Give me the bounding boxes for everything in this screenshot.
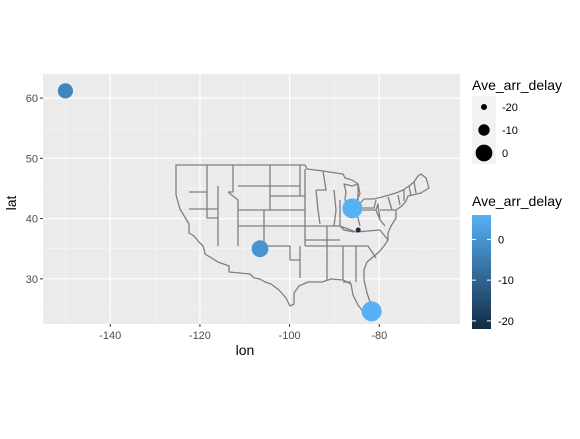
y-tick-label: 40 [26, 214, 38, 226]
y-tick-label: 60 [26, 93, 38, 105]
x-axis-ticks: -140 -120 -100 -80 [99, 324, 387, 342]
y-axis-ticks: 30 40 50 60 [26, 93, 43, 286]
size-legend-key [475, 144, 493, 162]
size-legend-key [480, 103, 488, 111]
y-axis-title: lat [3, 196, 19, 211]
y-tick-label: 50 [26, 153, 38, 165]
color-legend-bar [472, 215, 491, 329]
us-outline [175, 164, 430, 314]
color-legend-ticks: 0 -10 -20 [472, 234, 514, 328]
color-legend-label: 0 [498, 234, 504, 246]
data-point [251, 240, 269, 258]
plot-panel [43, 74, 460, 324]
x-tick-label: -80 [371, 330, 387, 342]
data-point [57, 83, 74, 99]
x-tick-label: -100 [279, 330, 301, 342]
data-point [342, 198, 363, 219]
size-legend-label: 0 [502, 148, 508, 160]
size-legend-label: -20 [502, 102, 518, 114]
color-legend-title: Ave_arr_delay [472, 193, 562, 209]
data-point [355, 227, 361, 233]
size-legend-key [478, 124, 490, 136]
x-tick-label: -120 [189, 330, 211, 342]
state-boundaries [189, 165, 417, 283]
y-tick-label: 30 [26, 274, 38, 286]
data-point [361, 301, 382, 322]
color-legend-label: -20 [498, 316, 514, 328]
x-axis-title: lon [236, 342, 255, 358]
x-tick-label: -140 [99, 330, 121, 342]
size-legend-title: Ave_arr_delay [472, 77, 562, 93]
data-points [57, 83, 382, 322]
color-legend-label: -10 [498, 275, 514, 287]
grid-lines [43, 74, 460, 324]
size-legend: -20 -10 0 [475, 102, 518, 162]
size-legend-label: -10 [502, 125, 518, 137]
